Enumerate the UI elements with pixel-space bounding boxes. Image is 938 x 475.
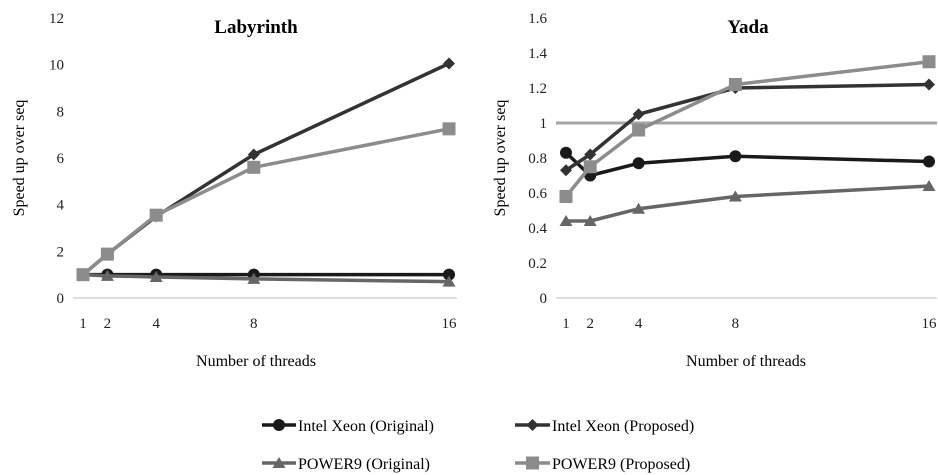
labyrinth-chart: Labyrinth Number of threads Speed up ove… <box>11 11 457 370</box>
legend-label: Intel Xeon (Original) <box>298 418 434 435</box>
data-point <box>76 268 90 282</box>
series-triangle <box>76 268 456 287</box>
data-point <box>247 272 261 284</box>
legend-label: POWER9 (Original) <box>298 456 430 473</box>
chart-title: Labyrinth <box>214 17 298 38</box>
y-tick-label: 12 <box>49 11 64 27</box>
legend-marker <box>262 419 296 431</box>
y-tick-label: 8 <box>57 104 65 120</box>
y-tick-label: 0.6 <box>528 186 547 202</box>
legend-item: POWER9 (Original) <box>262 456 430 473</box>
data-point <box>442 122 456 136</box>
legend-swatch-marker <box>272 457 286 468</box>
legend-label: Intel Xeon (Proposed) <box>552 418 694 435</box>
legend-item: Intel Xeon (Original) <box>262 418 434 435</box>
y-tick-label: 2 <box>57 244 65 260</box>
x-tick-label: 8 <box>250 316 258 332</box>
x-tick-label: 16 <box>442 316 458 332</box>
y-tick-label: 1.6 <box>528 11 547 27</box>
x-tick-label: 2 <box>586 316 594 332</box>
y-tick-label: 0 <box>57 291 65 307</box>
y-tick-label: 4 <box>57 198 65 214</box>
legend-marker <box>262 457 296 468</box>
data-point <box>922 180 936 191</box>
y-tick-label: 1 <box>540 116 548 132</box>
series-circle <box>560 146 935 182</box>
data-point <box>100 269 114 281</box>
data-point <box>100 247 114 261</box>
y-axis-label: Speed up over seq <box>492 100 509 217</box>
data-point <box>632 123 646 137</box>
y-tick-label: 1.4 <box>528 46 547 62</box>
data-point <box>247 160 261 174</box>
data-point <box>560 164 572 177</box>
data-point <box>247 148 260 161</box>
yada-chart: Yada Number of threads Speed up over seq… <box>492 11 937 370</box>
data-point <box>559 215 573 226</box>
legend-item: Intel Xeon (Proposed) <box>515 418 694 435</box>
x-axis-label: Number of threads <box>196 353 316 370</box>
series-line <box>81 61 450 277</box>
y-tick-label: 10 <box>49 58 64 74</box>
series-line <box>566 184 930 223</box>
data-point <box>729 150 742 163</box>
legend-marker <box>515 456 550 470</box>
y-tick-label: 0.2 <box>528 256 547 272</box>
data-point <box>559 190 573 203</box>
y-tick-label: 6 <box>57 151 65 167</box>
chart-title: Yada <box>727 17 769 38</box>
data-point <box>632 202 646 214</box>
series-diamond <box>560 78 935 177</box>
legend-swatch-marker <box>526 419 539 431</box>
y-axis-label: Speed up over seq <box>11 100 28 217</box>
x-tick-label: 8 <box>732 316 740 332</box>
data-point <box>923 78 935 91</box>
y-tick-label: 1.2 <box>528 81 547 97</box>
data-point <box>632 108 645 121</box>
legend-item: POWER9 (Proposed) <box>515 456 690 473</box>
data-point <box>442 275 456 287</box>
x-tick-label: 4 <box>152 316 160 332</box>
legend-marker <box>515 419 550 431</box>
x-tick-label: 1 <box>562 316 570 332</box>
data-point <box>560 146 572 159</box>
y-tick-label: 0.4 <box>528 221 547 237</box>
series-triangle <box>559 180 936 226</box>
data-point <box>149 271 163 282</box>
series-square <box>76 122 456 282</box>
legend-swatch-marker <box>526 456 539 470</box>
series-diamond <box>77 57 455 281</box>
x-tick-label: 2 <box>104 316 112 332</box>
series-square <box>559 55 936 203</box>
data-point <box>149 208 163 222</box>
legend-label: POWER9 (Proposed) <box>552 456 690 473</box>
x-tick-label: 4 <box>635 316 643 332</box>
data-point <box>443 268 455 281</box>
x-axis-label: Number of threads <box>686 353 806 370</box>
data-point <box>583 215 597 226</box>
y-tick-label: 0 <box>540 291 548 307</box>
y-tick-label: 0.8 <box>528 151 547 167</box>
x-tick-label: 16 <box>922 316 938 332</box>
data-point <box>728 190 742 202</box>
data-point <box>728 78 742 91</box>
x-tick-label: 1 <box>79 316 87 332</box>
legend: Intel Xeon (Original) Intel Xeon (Propos… <box>262 418 694 473</box>
legend-swatch-marker <box>273 419 285 431</box>
data-point <box>584 148 597 161</box>
data-point <box>922 55 936 69</box>
data-point <box>583 160 597 174</box>
data-point <box>443 57 455 70</box>
series-line <box>564 151 930 178</box>
data-point <box>632 157 645 170</box>
data-point <box>923 155 935 168</box>
